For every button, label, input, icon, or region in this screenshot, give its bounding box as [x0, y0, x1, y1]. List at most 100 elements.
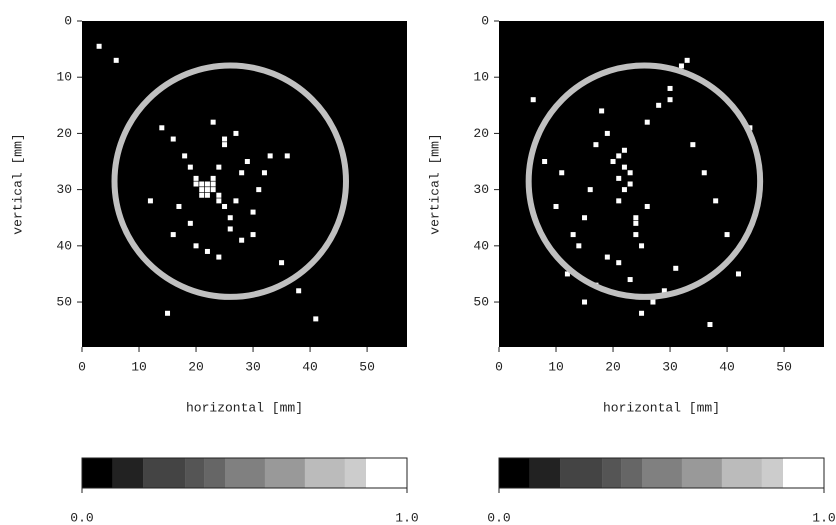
point — [570, 232, 576, 238]
colorbar-segment — [304, 458, 345, 488]
point — [621, 147, 627, 153]
y-axis-label: vertical [mm] — [427, 133, 442, 234]
point — [604, 130, 610, 136]
y-tick-label: 0 — [481, 13, 489, 28]
point — [616, 175, 622, 181]
point — [227, 226, 233, 232]
point — [193, 243, 199, 249]
point — [627, 170, 633, 176]
point — [633, 220, 639, 226]
x-tick-label: 10 — [131, 359, 147, 374]
point — [216, 192, 222, 198]
point — [627, 181, 633, 187]
point — [170, 232, 176, 238]
colorbar-segment — [112, 458, 144, 488]
point — [724, 232, 730, 238]
x-tick-label: 40 — [719, 359, 735, 374]
point — [582, 215, 588, 221]
point — [735, 271, 741, 277]
colorbar-segment — [529, 458, 561, 488]
x-tick-label: 30 — [662, 359, 678, 374]
point — [530, 97, 536, 103]
point — [210, 175, 216, 181]
point — [644, 203, 650, 209]
x-axis-label: horizontal [mm] — [186, 400, 303, 415]
point — [204, 248, 210, 254]
point — [233, 130, 239, 136]
point — [564, 271, 570, 277]
point — [656, 102, 662, 108]
point — [616, 198, 622, 204]
y-tick-label: 10 — [473, 70, 489, 85]
point — [616, 153, 622, 159]
point — [193, 175, 199, 181]
point — [661, 288, 667, 294]
point — [633, 232, 639, 238]
point — [279, 260, 285, 266]
point — [639, 310, 645, 316]
point — [204, 192, 210, 198]
colorbar-segment — [185, 458, 205, 488]
point — [621, 164, 627, 170]
point — [701, 170, 707, 176]
plot-background — [82, 21, 407, 347]
colorbar-tick-label: 1.0 — [812, 510, 835, 525]
colorbar-tick-label: 0.0 — [487, 510, 510, 525]
point — [667, 85, 673, 91]
point — [627, 277, 633, 283]
point — [216, 164, 222, 170]
point — [678, 63, 684, 69]
point — [199, 181, 205, 187]
point — [250, 209, 256, 215]
point — [204, 187, 210, 193]
point — [650, 299, 656, 305]
point — [244, 159, 250, 165]
colorbar-frame — [81, 457, 408, 489]
point — [216, 254, 222, 260]
x-tick-label: 50 — [359, 359, 375, 374]
colorbar-segment — [761, 458, 784, 488]
colorbar-segment — [264, 458, 305, 488]
x-tick-label: 0 — [78, 359, 86, 374]
point — [96, 43, 102, 49]
point — [587, 187, 593, 193]
point — [582, 299, 588, 305]
colorbar-segment — [783, 458, 824, 488]
point — [639, 243, 645, 249]
colorbar-segment — [721, 458, 762, 488]
point — [250, 232, 256, 238]
point — [199, 192, 205, 198]
point — [553, 203, 559, 209]
point — [690, 142, 696, 148]
point — [616, 260, 622, 266]
colorbar-tick-label: 0.0 — [70, 510, 93, 525]
point — [684, 57, 690, 63]
y-tick-label: 10 — [56, 70, 72, 85]
y-axis-label: vertical [mm] — [10, 133, 25, 234]
colorbar-segment — [366, 458, 407, 488]
colorbar-frame — [498, 457, 825, 489]
point — [542, 159, 548, 165]
point — [216, 198, 222, 204]
colorbar-segment — [225, 458, 265, 488]
circle — [111, 62, 349, 300]
point — [267, 153, 273, 159]
x-tick-label: 40 — [302, 359, 318, 374]
point — [256, 187, 262, 193]
point — [176, 203, 182, 209]
point — [204, 181, 210, 187]
point — [222, 136, 228, 142]
point — [210, 181, 216, 187]
point — [576, 243, 582, 249]
point — [621, 187, 627, 193]
point — [667, 97, 673, 103]
point — [170, 136, 176, 142]
x-tick-label: 50 — [776, 359, 792, 374]
point — [239, 237, 245, 243]
point — [210, 119, 216, 125]
point — [604, 254, 610, 260]
y-tick-label: 40 — [473, 238, 489, 253]
point — [610, 159, 616, 165]
x-tick-label: 20 — [188, 359, 204, 374]
colorbar-segment — [621, 458, 642, 488]
